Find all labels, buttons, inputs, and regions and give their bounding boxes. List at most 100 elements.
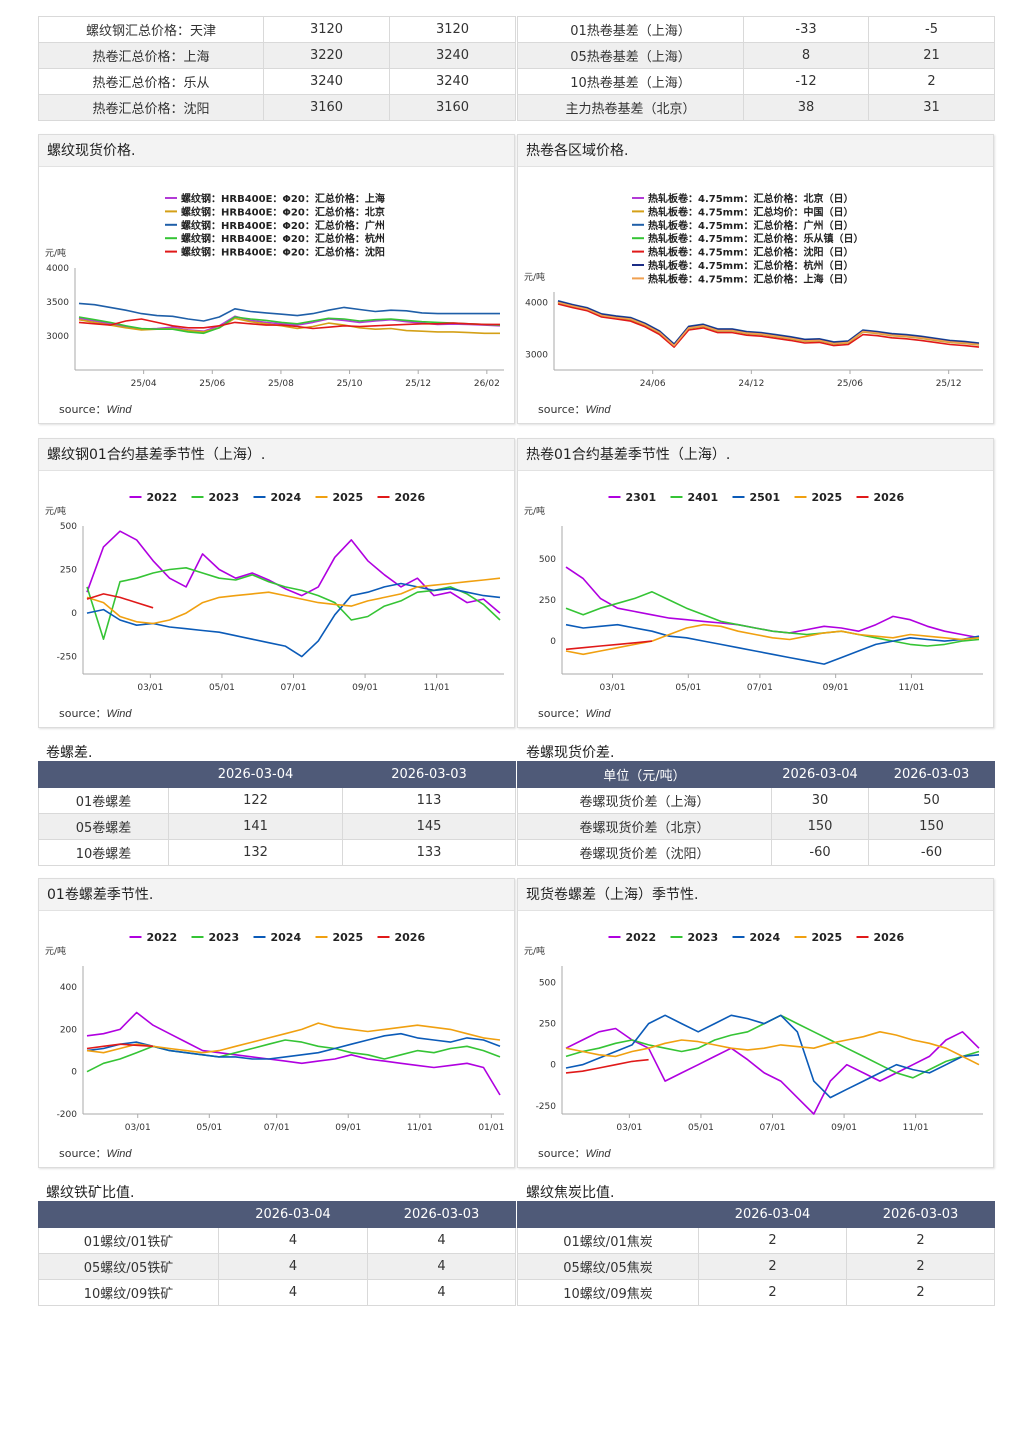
legend-label: 2026 — [874, 491, 905, 504]
y-tick-label: 400 — [60, 983, 77, 993]
table-header-row: 2026-03-04 2026-03-03 — [517, 1201, 995, 1228]
legend-label: 2024 — [271, 491, 302, 504]
legend-label: 2301 — [626, 491, 657, 504]
y-tick-label: 0 — [71, 609, 77, 619]
x-tick-label: 05/01 — [688, 1123, 714, 1133]
y-tick-label: 0 — [71, 1068, 77, 1078]
y-tick-label: 4000 — [46, 264, 69, 274]
table-cell: 01卷螺差 — [38, 787, 169, 814]
table-header-row: 2026-03-04 2026-03-03 — [38, 1201, 516, 1228]
table-row: 01卷螺差 122 113 — [38, 787, 516, 814]
table-cell: 4 — [367, 1279, 516, 1306]
x-tick-label: 05/01 — [675, 683, 701, 693]
column-header: 2026-03-04 — [698, 1201, 847, 1228]
table-row: 热卷汇总价格：沈阳 3160 3160 — [38, 94, 516, 121]
legend-label: 热轧板卷：4.75mm：汇总价格：乐从镇（日） — [648, 232, 864, 245]
series-line-2025 — [565, 623, 980, 656]
chart-panel-hrc-regional: 热卷各区域价格. 热轧板卷：4.75mm：汇总价格：北京（日） 热轧板卷：4.75… — [517, 134, 994, 424]
table-row: 主力热卷基差（北京） 38 31 — [517, 94, 995, 121]
legend-label: 2023 — [688, 931, 719, 944]
series-line-螺纹钢：HRB400E：Φ20：汇总价格：杭州 — [78, 316, 501, 335]
y-tick-label: 4000 — [525, 298, 548, 308]
table-cell: 141 — [168, 813, 343, 840]
legend-label: 2025 — [812, 491, 843, 504]
legend-label: 2024 — [271, 931, 302, 944]
chart-panel-spot-spread-seasonality: 现货卷螺差（上海）季节性. 2022 2023 2024 2025 2026 元/吨 -25… — [517, 878, 994, 1168]
x-tick-label: 11/01 — [424, 683, 450, 693]
y-tick-label: 250 — [539, 596, 556, 606]
x-tick-label: 25/10 — [337, 379, 363, 389]
table-header-row: 2026-03-04 2026-03-03 — [38, 761, 516, 788]
x-tick-label: 11/01 — [903, 1123, 929, 1133]
table-row: 01热卷基差（上海） -33 -5 — [517, 16, 995, 43]
chart-title: 热卷各区域价格. — [518, 135, 993, 167]
table-cell: 2 — [846, 1227, 995, 1254]
y-tick-label: 3000 — [525, 350, 548, 360]
series-line-螺纹钢：HRB400E：Φ20：汇总价格：沈阳 — [78, 318, 500, 330]
series-line-2026 — [86, 1043, 154, 1050]
y-tick-label: 500 — [539, 555, 556, 565]
table-cell: 150 — [771, 813, 869, 840]
series-line-2024 — [565, 1014, 980, 1099]
chart-01-spread-seasonality: 2022 2023 2024 2025 2026 元/吨 -200 0 200 400 03/01 0… — [45, 931, 504, 1133]
legend-label: 热轧板卷：4.75mm：汇总价格：沈阳（日） — [648, 246, 854, 259]
y-tick-label: 250 — [539, 1020, 556, 1030]
series-line-热轧板卷：4.75mm：汇总价格：上海（日） — [557, 301, 980, 347]
table-cell: 21 — [868, 42, 995, 69]
x-tick-label: 25/04 — [131, 379, 157, 389]
table-cell: 4 — [367, 1227, 516, 1254]
chart-rebar-spot-price: 螺纹钢：HRB400E：Φ20：汇总价格：上海螺纹钢：HRB400E：Φ20：汇… — [45, 192, 504, 389]
chart-panel-rebar-spot: 螺纹现货价格. 螺纹钢：HRB400E：Φ20：汇总价格：上海 螺纹钢：HRB40… — [38, 134, 515, 424]
spot-spread-table: 单位（元/吨） 2026-03-04 2026-03-03 卷螺现货价差（上海） 30 5… — [517, 761, 995, 866]
table-cell: 113 — [342, 787, 516, 814]
table-cell: -12 — [743, 68, 869, 95]
top-left-table-block: 螺纹钢汇总价格：天津 3120 3120 热卷汇总价格：上海 3220 3240 热卷汇总价… — [38, 16, 516, 121]
table-row: 05卷螺差 141 145 — [38, 813, 516, 840]
x-tick-label: 26/02 — [474, 379, 500, 389]
x-tick-label: 25/12 — [936, 379, 962, 389]
table-cell: 2 — [846, 1279, 995, 1306]
top-right-table-block: 01热卷基差（上海） -33 -5 05热卷基差（上海） 8 21 10热卷基差（上海） -1… — [517, 16, 995, 121]
table-row: 螺纹钢汇总价格：天津 3120 3120 — [38, 16, 516, 43]
chart-panel-spread-seasonality: 01卷螺差季节性. 2022 2023 2024 2025 2026 元/吨 -200 0 20… — [38, 878, 515, 1168]
table-row: 01螺纹/01铁矿 4 4 — [38, 1227, 516, 1254]
table-row: 卷螺现货价差（北京） 150 150 — [517, 813, 995, 840]
table-cell: 3120 — [263, 16, 390, 43]
y-axis-unit: 元/吨 — [45, 247, 66, 259]
legend-label: 2401 — [688, 491, 719, 504]
table-cell: 卷螺现货价差（沈阳） — [517, 839, 772, 866]
x-tick-label: 01/01 — [478, 1123, 504, 1133]
ore-ratio-table-title: 螺纹铁矿比值. — [46, 1185, 135, 1201]
series-line-2026 — [86, 593, 154, 609]
table-cell: 132 — [168, 839, 343, 866]
table-row: 10热卷基差（上海） -12 2 — [517, 68, 995, 95]
x-tick-label: 03/01 — [616, 1123, 642, 1133]
series-line-2025 — [86, 577, 501, 625]
table-header-row: 单位（元/吨） 2026-03-04 2026-03-03 — [517, 761, 995, 788]
table-cell: -33 — [743, 16, 869, 43]
table-cell: 122 — [168, 787, 343, 814]
spread-table-title: 卷螺差. — [46, 745, 93, 761]
table-cell: 3160 — [263, 94, 390, 121]
x-tick-label: 09/01 — [335, 1123, 361, 1133]
chart-panel-rebar-basis: 螺纹钢01合约基差季节性（上海）. 2022 2023 2024 2025 2026 元/… — [38, 438, 515, 728]
x-tick-label: 09/01 — [352, 683, 378, 693]
column-header: 2026-03-04 — [218, 1201, 368, 1228]
table-row: 10螺纹/09铁矿 4 4 — [38, 1279, 516, 1306]
series-line-2025 — [565, 1031, 980, 1066]
table-cell: 01螺纹/01焦炭 — [517, 1227, 699, 1254]
top-left-table: 螺纹钢汇总价格：天津 3120 3120 热卷汇总价格：上海 3220 3240 热卷汇总价… — [38, 16, 516, 121]
column-header: 2026-03-03 — [342, 761, 516, 788]
legend-label: 2023 — [209, 491, 240, 504]
spot-spread-table-title: 卷螺现货价差. — [526, 745, 615, 761]
table-cell: 10热卷基差（上海） — [517, 68, 744, 95]
table-cell: 05卷螺差 — [38, 813, 169, 840]
table-row: 卷螺现货价差（上海） 30 50 — [517, 787, 995, 814]
x-tick-label: 07/01 — [264, 1123, 290, 1133]
column-header — [38, 761, 169, 788]
table-cell: 50 — [868, 787, 995, 814]
legend-label: 螺纹钢：HRB400E：Φ20：汇总价格：沈阳 — [181, 246, 385, 259]
chart-rebar-basis-seasonality: 2022 2023 2024 2025 2026 元/吨 -250 0 250 500 03/01 0… — [45, 491, 504, 693]
y-axis-unit: 元/吨 — [524, 945, 545, 957]
ore-ratio-table: 2026-03-04 2026-03-03 01螺纹/01铁矿 4 4 05螺纹/05铁矿… — [38, 1201, 516, 1306]
